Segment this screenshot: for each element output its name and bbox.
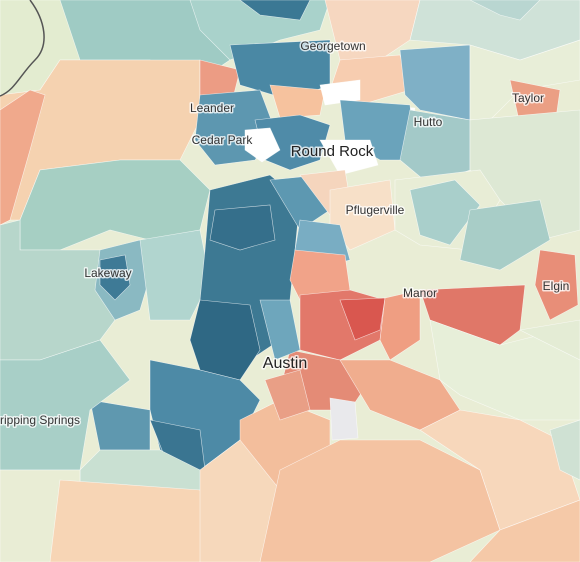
region bbox=[409, 179, 481, 246]
region bbox=[244, 127, 281, 163]
region bbox=[99, 254, 131, 301]
region bbox=[264, 369, 311, 421]
region bbox=[269, 84, 326, 119]
region bbox=[549, 419, 580, 481]
place-label: Taylor bbox=[512, 91, 544, 105]
place-label: Hutto bbox=[414, 115, 443, 129]
place-label: Leander bbox=[190, 101, 234, 115]
place-label: ripping Springs bbox=[0, 413, 80, 427]
region bbox=[469, 499, 580, 562]
place-label: Manor bbox=[403, 286, 437, 300]
place-label: Georgetown bbox=[300, 39, 365, 53]
region bbox=[0, 89, 46, 226]
region bbox=[319, 139, 379, 176]
place-label: Round Rock bbox=[291, 143, 374, 160]
region bbox=[329, 179, 396, 251]
region bbox=[399, 44, 471, 121]
county-line bbox=[0, 0, 45, 97]
place-label: Elgin bbox=[543, 279, 570, 293]
region bbox=[209, 204, 276, 251]
place-label: Cedar Park bbox=[192, 133, 254, 147]
place-labels: Georgetown Taylor Leander Hutto Cedar Pa… bbox=[0, 38, 571, 429]
place-label: Lakeway bbox=[84, 266, 131, 280]
region bbox=[319, 79, 361, 106]
region bbox=[429, 319, 580, 421]
region bbox=[239, 0, 311, 21]
region bbox=[324, 0, 421, 61]
region bbox=[459, 199, 551, 271]
region bbox=[469, 0, 541, 21]
region bbox=[379, 289, 421, 361]
region bbox=[329, 397, 359, 441]
region bbox=[519, 319, 580, 361]
place-label: Pflugerville bbox=[346, 203, 405, 217]
place-label: Austin bbox=[263, 355, 307, 372]
region bbox=[419, 284, 526, 346]
region bbox=[534, 249, 579, 321]
region bbox=[49, 479, 221, 562]
region bbox=[339, 297, 386, 341]
region bbox=[259, 299, 301, 361]
